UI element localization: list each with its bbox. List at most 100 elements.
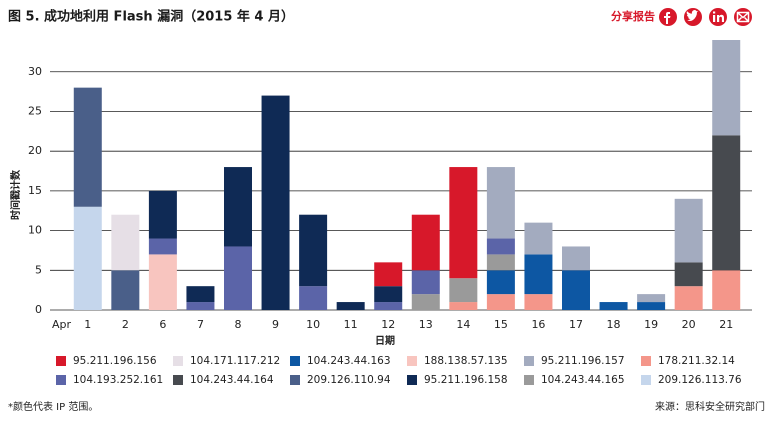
bar-segment: [374, 262, 403, 287]
bar-segment: [486, 238, 515, 255]
x-tick-label: 1: [84, 318, 91, 331]
legend-swatch: [173, 356, 183, 366]
bar-segment: [299, 214, 328, 287]
legend-swatch: [290, 356, 300, 366]
bar-segment: [562, 246, 590, 271]
legend-label: 95.211.196.158: [424, 374, 508, 386]
bar-segment: [374, 286, 403, 303]
legend-label: 188.138.57.135: [424, 355, 508, 367]
x-tick-label: 13: [419, 318, 433, 331]
footnote: *颜色代表 IP 范围。: [8, 400, 98, 413]
bar-segment: [449, 302, 478, 310]
x-axis-title: 日期: [375, 334, 395, 347]
bar-segment: [73, 206, 102, 310]
legend-swatch: [173, 375, 183, 385]
bar-segment: [449, 278, 478, 303]
bar-segment: [336, 302, 365, 310]
bar-segment: [411, 294, 440, 310]
share-icons[interactable]: [659, 8, 752, 26]
y-tick-label: 20: [28, 144, 42, 157]
y-axis-title: 时间戳计数: [9, 169, 22, 220]
bar-segment: [224, 167, 252, 247]
legend-swatch: [407, 375, 417, 385]
y-tick-label: 0: [35, 303, 42, 316]
x-tick-label: 18: [607, 318, 621, 331]
bar-segment: [562, 270, 590, 310]
twitter-glyph: [686, 10, 699, 21]
legend-swatch: [56, 375, 66, 385]
bar-segment: [148, 190, 177, 239]
bar-segment: [524, 222, 553, 255]
x-prefix: Apr: [52, 318, 72, 331]
legend-swatch: [524, 375, 534, 385]
x-tick-label: 15: [494, 318, 508, 331]
source: 来源：思科安全研究部门: [655, 400, 765, 413]
bar-segment: [712, 270, 741, 310]
bar-segment: [299, 286, 328, 310]
legend-label: 104.243.44.163: [307, 355, 391, 367]
x-tick-label: 6: [159, 318, 166, 331]
bar-segment: [599, 302, 628, 310]
chart-title: 图 5. 成功地利用 Flash 漏洞（2015 年 4 月）: [8, 9, 294, 25]
x-tick-label: 19: [644, 318, 658, 331]
legend-swatch: [641, 356, 651, 366]
bar-segment: [148, 238, 177, 255]
legend-swatch: [524, 356, 534, 366]
x-tick-label: 12: [381, 318, 395, 331]
bar-segment: [374, 302, 403, 310]
x-tick-label: 8: [235, 318, 242, 331]
x-tick-label: 20: [682, 318, 696, 331]
bar-segment: [674, 286, 703, 310]
x-tick-label: 10: [306, 318, 320, 331]
bar-segment: [486, 294, 515, 310]
bar-segment: [486, 254, 515, 271]
bar-segment: [411, 214, 440, 271]
legend-label: 209.126.113.76: [658, 374, 742, 386]
bar-segment: [186, 286, 215, 303]
legend-label: 178.211.32.14: [658, 355, 735, 367]
facebook-glyph: [664, 12, 671, 24]
legend-swatch: [407, 356, 417, 366]
legend-label: 95.211.196.157: [541, 355, 625, 367]
bar-segment: [524, 294, 553, 310]
x-tick-label: 16: [531, 318, 545, 331]
bar-segment: [486, 167, 515, 239]
legend-label: 104.193.252.161: [73, 374, 163, 386]
bar-segment: [524, 254, 553, 295]
bar-segment: [261, 95, 290, 311]
bar-segment: [73, 87, 102, 207]
bar-segment: [148, 254, 177, 310]
x-tick-label: 9: [272, 318, 279, 331]
x-tick-label: 21: [719, 318, 733, 331]
bar-segment: [186, 302, 215, 310]
x-tick-label: 7: [197, 318, 204, 331]
y-tick-label: 25: [28, 104, 42, 117]
legend-label: 209.126.110.94: [307, 374, 391, 386]
bar-segment: [674, 262, 703, 287]
legend-label: 95.211.196.156: [73, 355, 157, 367]
email-glyph: [736, 11, 750, 23]
bar-segment: [637, 294, 666, 303]
bar-segment: [224, 246, 252, 310]
bar-segment: [486, 270, 515, 295]
legend-swatch: [641, 375, 651, 385]
bar-segment: [712, 135, 741, 271]
bar-segment: [712, 40, 741, 136]
bar-segment: [674, 198, 703, 263]
legend-swatch: [56, 356, 66, 366]
legend-label: 104.171.117.212: [190, 355, 280, 367]
y-tick-label: 30: [28, 65, 42, 78]
bar-segment: [449, 167, 478, 279]
y-tick-label: 5: [35, 263, 42, 276]
x-tick-label: 2: [122, 318, 129, 331]
legend-swatch: [290, 375, 300, 385]
share-label: 分享报告: [611, 9, 655, 23]
legend-label: 104.243.44.164: [190, 374, 274, 386]
bar-segment: [111, 270, 140, 310]
bar-segment: [637, 302, 666, 310]
legend-label: 104.243.44.165: [541, 374, 625, 386]
linkedin-glyph: [713, 11, 724, 23]
x-tick-label: 14: [456, 318, 470, 331]
x-tick-label: 11: [344, 318, 358, 331]
